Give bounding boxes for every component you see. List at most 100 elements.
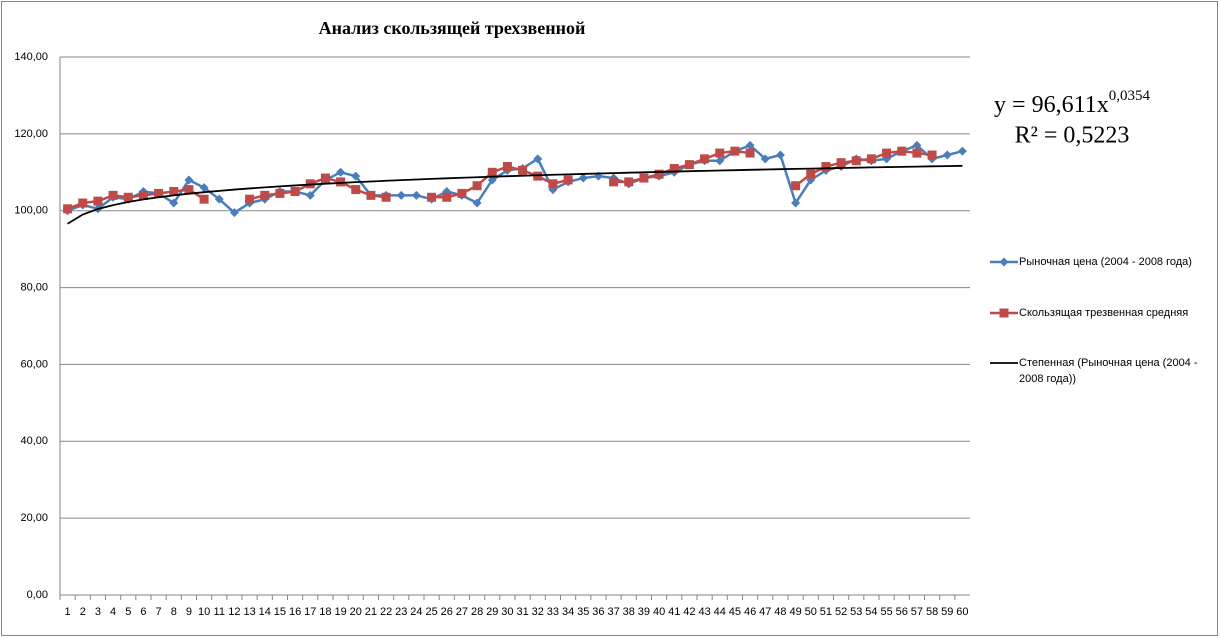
x-tick-label: 32	[532, 606, 544, 618]
x-tick-label: 29	[486, 606, 498, 618]
point-marker	[882, 148, 892, 158]
legend-swatch	[990, 257, 1018, 267]
x-tick-label: 51	[820, 606, 832, 618]
point-marker	[745, 148, 755, 158]
point-marker	[396, 190, 406, 200]
point-marker	[669, 163, 679, 173]
legend-label: Скользящая трезвенная средняя	[1019, 307, 1189, 319]
point-marker	[533, 154, 543, 164]
x-tick-label: 50	[805, 606, 817, 618]
trend-equation: y = 96,611x0,0354	[994, 88, 1150, 117]
point-marker	[700, 154, 710, 164]
point-marker	[457, 188, 467, 198]
point-marker	[442, 192, 452, 202]
equation-exponent: 0,0354	[1109, 88, 1151, 104]
x-tick-label: 35	[577, 606, 589, 618]
point-marker	[260, 190, 270, 200]
x-tick-label: 33	[547, 606, 559, 618]
y-tick-label: 140,00	[14, 51, 48, 63]
x-tick-label: 19	[334, 606, 346, 618]
point-marker	[336, 167, 346, 177]
point-marker	[912, 140, 922, 150]
x-tick-label: 4	[110, 606, 116, 618]
y-tick-label: 20,00	[20, 512, 48, 524]
x-tick-label: 14	[259, 606, 271, 618]
x-tick-label: 37	[607, 606, 619, 618]
point-marker	[866, 154, 876, 164]
legend-label: Степенная (Рыночная цена (2004 - 2008 го…	[1019, 357, 1198, 385]
point-marker	[518, 165, 528, 175]
x-tick-label: 21	[365, 606, 377, 618]
point-marker	[578, 173, 588, 183]
x-tick-label: 12	[228, 606, 240, 618]
point-marker	[654, 169, 664, 179]
point-marker	[745, 140, 755, 150]
x-tick-label: 41	[668, 606, 680, 618]
point-marker	[684, 160, 694, 170]
x-tick-label: 47	[759, 606, 771, 618]
x-tick-label: 6	[140, 606, 146, 618]
x-tick-label: 1	[65, 606, 71, 618]
x-tick-label: 15	[274, 606, 286, 618]
point-marker	[836, 158, 846, 168]
x-tick-label: 43	[698, 606, 710, 618]
x-tick-label: 2	[80, 606, 86, 618]
x-tick-label: 58	[926, 606, 938, 618]
point-marker	[381, 192, 391, 202]
x-tick-label: 7	[156, 606, 162, 618]
point-marker	[563, 175, 573, 185]
x-tick-label: 26	[441, 606, 453, 618]
point-marker	[942, 150, 952, 160]
x-tick-label: 8	[171, 606, 177, 618]
point-marker	[123, 192, 133, 202]
point-marker	[502, 162, 512, 172]
x-tick-label: 28	[471, 606, 483, 618]
y-tick-label: 100,00	[14, 205, 48, 217]
x-tick-label: 27	[456, 606, 468, 618]
legend-swatch	[990, 362, 1018, 364]
point-marker	[78, 198, 88, 208]
point-marker	[351, 185, 361, 195]
x-tick-label: 10	[198, 606, 210, 618]
x-tick-label: 23	[395, 606, 407, 618]
point-marker	[427, 192, 437, 202]
point-marker	[351, 171, 361, 181]
point-marker	[184, 185, 194, 195]
point-marker	[138, 190, 148, 200]
y-tick-label: 60,00	[20, 358, 48, 370]
x-tick-label: 48	[774, 606, 786, 618]
point-marker	[229, 208, 239, 218]
point-marker	[214, 194, 224, 204]
x-tick-label: 40	[653, 606, 665, 618]
x-tick-label: 45	[729, 606, 741, 618]
x-tick-label: 11	[214, 606, 225, 618]
point-marker	[715, 148, 725, 158]
point-marker	[957, 146, 967, 156]
point-marker	[624, 177, 634, 187]
x-tick-label: 16	[289, 606, 301, 618]
point-marker	[108, 190, 118, 200]
x-tick-label: 38	[623, 606, 635, 618]
x-tick-label: 24	[410, 606, 422, 618]
point-marker	[791, 181, 801, 191]
legend-swatch	[990, 308, 1018, 318]
point-marker	[548, 179, 558, 189]
point-marker	[806, 169, 816, 179]
point-marker	[897, 146, 907, 156]
x-tick-label: 31	[516, 606, 528, 618]
y-tick-label: 120,00	[14, 128, 48, 140]
point-marker	[487, 167, 497, 177]
point-marker	[639, 173, 649, 183]
y-tick-label: 0,00	[27, 589, 48, 601]
legend-label: Рыночная цена (2004 - 2008 года)	[1019, 256, 1192, 268]
x-tick-label: 44	[714, 606, 726, 618]
point-marker	[275, 188, 285, 198]
y-tick-label: 40,00	[20, 435, 48, 447]
point-marker	[305, 190, 315, 200]
point-marker	[169, 198, 179, 208]
point-marker	[715, 156, 725, 166]
x-tick-label: 13	[243, 606, 255, 618]
x-tick-label: 3	[95, 606, 101, 618]
x-tick-label: 49	[789, 606, 801, 618]
